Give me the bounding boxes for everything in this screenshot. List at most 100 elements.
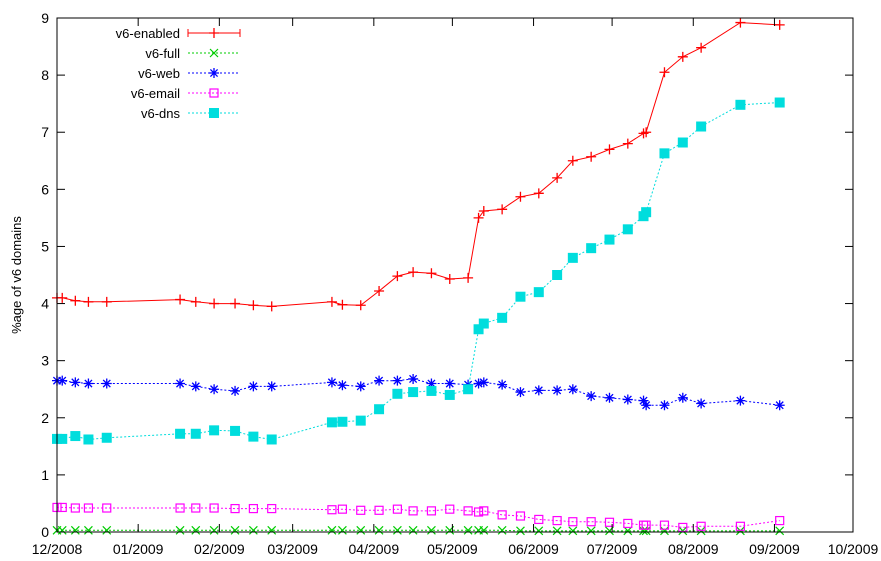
data-point <box>622 224 633 235</box>
data-point <box>774 400 785 411</box>
data-point <box>190 428 201 439</box>
data-point <box>463 384 474 395</box>
data-point <box>622 394 633 405</box>
data-point <box>266 381 277 392</box>
data-point <box>57 292 68 303</box>
y-tick-label: 0 <box>41 524 49 540</box>
data-point <box>444 389 455 400</box>
legend-marker <box>209 28 219 38</box>
data-point <box>586 391 597 402</box>
data-point <box>101 432 112 443</box>
data-point <box>604 234 615 245</box>
data-point <box>775 526 785 536</box>
data-point <box>533 287 544 298</box>
data-point <box>478 206 489 217</box>
data-point <box>70 377 81 388</box>
data-point <box>392 271 403 282</box>
data-point <box>478 377 489 388</box>
data-point <box>248 503 258 514</box>
data-point <box>427 525 436 535</box>
data-point <box>175 503 185 513</box>
series-line-v6-email <box>57 506 780 528</box>
data-point <box>568 526 578 536</box>
data-point <box>83 503 94 513</box>
y-tick-label: 7 <box>41 124 49 140</box>
data-point <box>248 381 259 392</box>
data-point <box>552 515 562 526</box>
data-point <box>696 121 707 132</box>
data-point <box>356 505 366 515</box>
data-point <box>248 431 259 442</box>
data-point <box>735 395 746 406</box>
data-point <box>497 312 508 323</box>
y-tick-label: 2 <box>41 410 49 426</box>
series-v6-full <box>52 525 785 536</box>
data-point <box>533 385 544 396</box>
data-point <box>326 417 337 428</box>
x-tick-label: 01/2009 <box>113 541 164 557</box>
data-point <box>83 296 94 307</box>
series-v6-web <box>52 373 785 411</box>
data-point <box>83 378 94 389</box>
data-point <box>552 270 563 280</box>
data-point <box>175 294 186 305</box>
data-point <box>515 191 526 202</box>
data-point <box>327 505 337 515</box>
data-point <box>463 525 473 535</box>
data-point <box>408 387 419 398</box>
data-point <box>515 511 526 521</box>
data-point <box>552 526 562 536</box>
data-point <box>337 525 347 535</box>
data-point <box>586 517 596 527</box>
data-point <box>659 67 670 78</box>
data-point <box>473 507 484 517</box>
data-point <box>677 137 688 148</box>
data-point <box>408 267 419 278</box>
data-point <box>473 324 484 335</box>
data-point <box>248 525 258 535</box>
data-point <box>326 296 337 307</box>
y-tick-label: 9 <box>41 10 49 26</box>
y-tick-label: 4 <box>41 296 49 312</box>
data-point <box>266 301 277 312</box>
data-point <box>568 517 578 527</box>
data-point <box>327 525 337 535</box>
data-point <box>586 151 597 162</box>
y-tick-label: 6 <box>41 181 49 197</box>
y-tick-label: 8 <box>41 67 49 83</box>
series-line-v6-full <box>57 529 780 532</box>
data-point <box>534 526 544 536</box>
y-tick-label: 3 <box>41 353 49 369</box>
data-point <box>57 525 67 535</box>
data-point <box>355 415 366 426</box>
data-point <box>337 416 348 427</box>
data-point <box>445 504 455 514</box>
data-point <box>622 138 633 149</box>
legend-label: v6-email <box>131 86 180 101</box>
data-point <box>101 378 112 389</box>
data-point <box>57 502 67 513</box>
data-point <box>497 379 508 390</box>
data-point <box>248 300 259 311</box>
legend-marker <box>209 68 219 78</box>
data-point <box>408 525 418 535</box>
data-point <box>677 51 688 62</box>
x-tick-label: 10/2009 <box>828 541 879 557</box>
data-point <box>586 243 597 254</box>
series-v6-enabled <box>52 17 785 312</box>
data-point <box>70 431 81 442</box>
data-point <box>623 518 633 529</box>
data-point <box>102 525 112 535</box>
data-point <box>356 525 366 535</box>
data-point <box>230 503 240 514</box>
data-point <box>230 298 241 309</box>
data-point <box>567 252 578 263</box>
plot-frame <box>56 17 854 533</box>
data-point <box>552 172 563 183</box>
x-tick-label: 04/2009 <box>349 541 400 557</box>
data-point <box>639 526 648 536</box>
data-point <box>355 381 366 392</box>
data-point <box>604 517 615 527</box>
legend-label: v6-enabled <box>116 26 180 41</box>
